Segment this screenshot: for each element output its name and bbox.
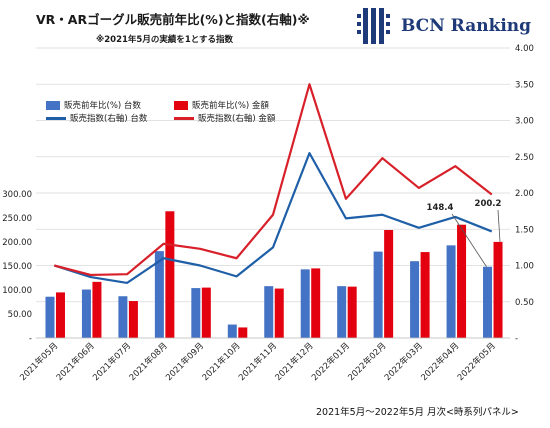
legend-label: 販売前年比(%) 台数	[64, 101, 141, 111]
x-axis-tick-label: 2021年08月	[127, 340, 170, 383]
bar-units	[191, 288, 201, 338]
x-axis-tick-label: 2021年05月	[18, 340, 61, 383]
right-axis-tick-label: 0.50	[515, 298, 534, 308]
bar-amount	[55, 292, 65, 338]
bar-amount	[493, 241, 503, 338]
chart-footer: 2021年5月～2022年5月 月次<時系列パネル>	[316, 407, 519, 418]
bar-amount	[128, 301, 138, 338]
right-axis-tick-label: 1.50	[515, 225, 534, 235]
bcn-logo-text: BCN Ranking	[401, 16, 532, 36]
annotation-leader	[497, 209, 501, 242]
bcn-logo-icon	[357, 8, 390, 44]
legend-item-bar-amount: 販売前年比(%) 金額	[174, 100, 269, 112]
left-axis-tick-label: -	[29, 334, 32, 344]
bar-units	[227, 324, 237, 338]
left-axis-tick-label: 250.00	[2, 214, 32, 224]
bar-units	[300, 269, 310, 338]
bar-amount	[201, 287, 211, 338]
bcn-logo: BCN Ranking	[355, 6, 531, 46]
left-axis-tick-label: 300.00	[2, 190, 32, 200]
x-axis-tick-label: 2021年11月	[236, 340, 279, 383]
x-axis-tick-label: 2022年04月	[419, 340, 462, 383]
bar-amount	[165, 211, 175, 338]
bar-units	[483, 266, 493, 338]
left-axis-tick-label: 150.00	[2, 262, 32, 272]
bar-amount	[347, 286, 357, 338]
legend-item-line-units: 販売指数(右軸) 台数	[46, 113, 147, 125]
annotation-label: 200.2	[475, 199, 502, 209]
right-axis-tick-label: 3.50	[515, 80, 534, 90]
legend-item-line-amount: 販売指数(右軸) 金額	[174, 113, 275, 125]
bar-units	[264, 286, 274, 338]
left-axis-tick-label: 200.00	[2, 238, 32, 248]
bar-amount	[457, 224, 467, 338]
bar-units	[154, 251, 164, 338]
x-axis-tick-label: 2021年12月	[273, 340, 316, 383]
right-axis-tick-label: 2.00	[515, 189, 534, 199]
x-axis-tick-label: 2022年01月	[309, 340, 352, 383]
bar-units	[118, 296, 128, 338]
x-axis-tick-label: 2022年03月	[382, 340, 425, 383]
bar-amount	[238, 327, 248, 338]
chart-subtitle: ※2021年5月の実績を1とする指数	[96, 35, 233, 45]
x-axis-tick-label: 2021年06月	[54, 340, 97, 383]
legend-swatch	[46, 117, 66, 120]
x-axis-tick-label: 2021年10月	[200, 340, 243, 383]
left-axis-tick-label: 50.00	[8, 310, 32, 320]
series-line-units	[53, 152, 493, 284]
legend-item-bar-units: 販売前年比(%) 台数	[46, 100, 141, 112]
x-axis-tick-label: 2021年07月	[91, 340, 134, 383]
bar-units	[337, 286, 347, 338]
right-axis-tick-label: -	[515, 334, 518, 344]
right-axis-tick-label: 1.00	[515, 262, 534, 272]
bar-amount	[92, 281, 102, 338]
legend-swatch	[174, 117, 194, 120]
right-axis-tick-label: 3.00	[515, 117, 534, 127]
legend-label: 販売指数(右軸) 金額	[198, 114, 276, 124]
x-axis-tick-label: 2022年02月	[346, 340, 389, 383]
bar-units	[410, 261, 420, 338]
left-axis-tick-label: 100.00	[2, 286, 32, 296]
bar-amount	[274, 288, 284, 338]
chart-title: VR・ARゴーグル販売前年比(%)と指数(右軸)※	[36, 12, 310, 27]
bar-amount	[311, 268, 321, 338]
legend-label: 販売指数(右軸) 台数	[70, 114, 148, 124]
bar-units	[373, 251, 383, 338]
bar-amount	[420, 252, 430, 338]
x-axis-tick-label: 2021年09月	[163, 340, 206, 383]
x-axis-tick-label: 2022年05月	[455, 340, 498, 383]
legend-label: 販売前年比(%) 金額	[192, 101, 269, 111]
annotation-leader	[451, 213, 487, 267]
right-axis-tick-label: 2.50	[515, 153, 534, 163]
bar-units	[446, 245, 456, 338]
bar-amount	[384, 230, 394, 338]
right-axis-tick-label: 4.00	[515, 44, 534, 54]
annotation-label: 148.4	[427, 203, 454, 213]
legend-swatch	[46, 101, 60, 110]
series-line-amount	[53, 83, 493, 277]
bar-units	[45, 296, 55, 338]
bar-units	[81, 289, 91, 338]
legend-swatch	[174, 101, 188, 110]
